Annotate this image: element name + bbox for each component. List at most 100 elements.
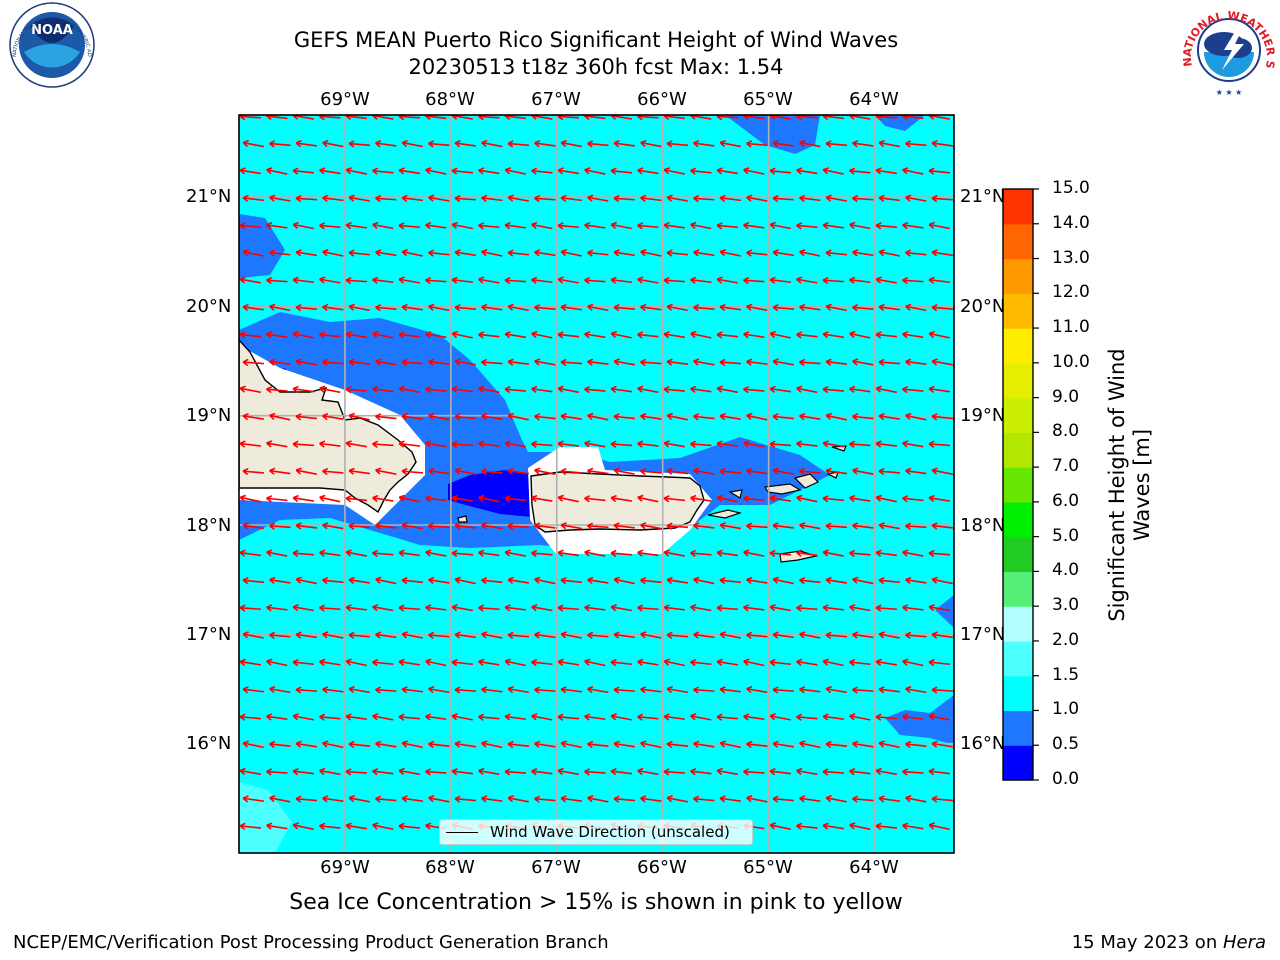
wind-wave-arrow <box>637 549 659 557</box>
wind-wave-arrow <box>666 522 689 530</box>
wind-wave-arrow <box>319 604 341 612</box>
colorbar-segment <box>1003 432 1033 468</box>
wind-wave-arrow <box>902 768 924 776</box>
wind-wave-arrow <box>769 221 791 230</box>
wind-wave-arrow <box>769 822 791 831</box>
wind-wave-arrow <box>269 358 291 366</box>
wind-wave-arrow <box>295 413 318 421</box>
wind-wave-arrow <box>266 549 288 557</box>
wind-wave-arrow <box>587 249 609 257</box>
wind-wave-arrow <box>690 276 712 284</box>
wind-wave-arrow <box>242 686 265 694</box>
wind-wave-arrow <box>534 631 556 639</box>
wind-wave-arrow <box>348 522 371 530</box>
wind-wave-arrow <box>584 385 606 394</box>
wind-wave-arrow <box>799 576 821 585</box>
wind-wave-arrow <box>375 304 397 312</box>
wind-wave-arrow <box>587 303 609 312</box>
wind-wave-arrow <box>560 522 582 530</box>
wind-wave-arrow <box>875 276 897 284</box>
wind-wave-arrow <box>587 685 609 694</box>
wind-wave-arrow <box>295 467 317 475</box>
colorbar-tick-label: 4.0 <box>1052 560 1080 581</box>
wind-wave-arrow <box>454 686 477 694</box>
wind-wave-arrow <box>690 658 712 667</box>
wind-wave-arrow <box>557 276 579 284</box>
wind-wave-arrow <box>716 549 738 557</box>
wind-wave-arrow <box>719 467 742 476</box>
map-frame <box>238 114 955 854</box>
svg-text:★ ★ ★: ★ ★ ★ <box>1216 88 1243 97</box>
wind-wave-arrow <box>716 494 738 503</box>
wind-wave-arrow <box>716 385 738 394</box>
wind-wave-arrow <box>557 331 580 339</box>
wind-wave-arrow <box>557 385 579 394</box>
wind-wave-arrow <box>454 740 476 748</box>
wind-wave-arrow <box>266 276 288 285</box>
wind-wave-arrow <box>454 522 477 530</box>
wind-wave-arrow <box>375 358 397 366</box>
wind-wave-arrow <box>905 576 927 585</box>
wind-wave-arrow <box>796 658 818 666</box>
colorbar-tick-label: 8.0 <box>1052 421 1080 442</box>
wind-wave-arrow <box>295 194 318 203</box>
wind-wave-arrow <box>822 276 845 285</box>
footer-host: Hera <box>1222 932 1266 953</box>
wind-wave-arrow <box>769 276 792 284</box>
wind-wave-arrow <box>584 331 606 339</box>
wind-wave-arrow <box>746 740 768 749</box>
wind-wave-arrow <box>875 604 898 612</box>
lat-label-right: 21°N <box>960 186 1006 207</box>
colorbar-tick-label: 9.0 <box>1052 386 1080 407</box>
wind-wave-arrow <box>849 167 871 175</box>
wind-wave-arrow <box>507 303 529 312</box>
wind-wave-arrow <box>746 522 768 530</box>
colorbar-segment <box>1003 606 1033 642</box>
wind-wave-arrow <box>295 576 317 585</box>
wind-wave-arrow <box>348 303 370 312</box>
wind-wave-arrow <box>666 740 689 749</box>
wind-wave-arrow <box>584 658 606 667</box>
wind-wave-arrow <box>504 440 526 448</box>
wind-wave-arrow <box>292 221 314 230</box>
colorbar-segment <box>1003 258 1033 294</box>
wind-wave-arrow <box>663 221 685 230</box>
wind-wave-arrow <box>398 222 421 230</box>
lat-label-left: 19°N <box>186 405 232 426</box>
wind-wave-arrow <box>401 303 423 312</box>
wind-wave-arrow <box>743 331 765 339</box>
wind-wave-arrow <box>852 631 874 639</box>
wind-wave-arrow <box>345 276 368 285</box>
wind-wave-arrow <box>796 604 818 612</box>
wind-wave-arrow <box>584 495 606 503</box>
wind-wave-arrow <box>375 631 397 639</box>
wind-wave-arrow <box>875 658 897 666</box>
wind-wave-arrow <box>746 631 768 639</box>
wind-wave-arrow <box>375 413 397 421</box>
wind-wave-arrow <box>799 412 821 421</box>
wind-wave-arrow <box>878 576 901 585</box>
wind-wave-arrow <box>928 822 950 831</box>
wind-wave-arrow <box>610 167 633 175</box>
wind-wave-arrow <box>902 604 924 612</box>
wind-wave-arrow <box>663 167 685 175</box>
wind-wave-arrow <box>852 413 874 421</box>
wind-wave-arrow <box>451 440 474 448</box>
wind-wave-arrow <box>587 194 609 202</box>
wind-wave-arrow <box>242 248 264 257</box>
wind-wave-arrow <box>878 358 901 367</box>
wind-wave-arrow <box>398 440 421 448</box>
wind-wave-arrow <box>239 604 262 612</box>
wind-wave-arrow <box>504 549 526 557</box>
wind-wave-arrow <box>242 631 264 639</box>
wind-wave-arrow <box>666 795 688 803</box>
wind-wave-arrow <box>799 522 821 530</box>
wind-wave-arrow <box>345 604 368 612</box>
wind-wave-arrow <box>454 304 477 312</box>
wind-wave-arrow <box>454 631 476 639</box>
wind-wave-arrow <box>266 385 288 394</box>
wind-wave-arrow <box>372 440 394 448</box>
wind-wave-arrow <box>663 385 686 394</box>
wind-wave-arrow <box>825 740 848 749</box>
wind-wave-arrow <box>799 740 821 749</box>
